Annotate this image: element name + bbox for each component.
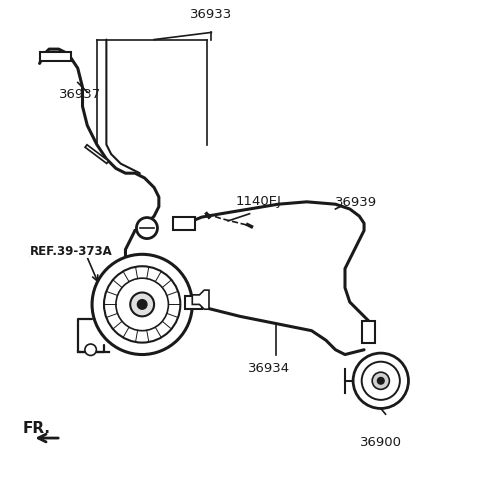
Text: 36900: 36900: [360, 436, 402, 449]
Circle shape: [104, 266, 180, 343]
Bar: [185, 296, 202, 309]
Circle shape: [377, 377, 384, 384]
Text: FR.: FR.: [23, 421, 51, 436]
Text: 36933: 36933: [190, 9, 232, 22]
Circle shape: [85, 344, 96, 356]
Circle shape: [362, 362, 400, 400]
Polygon shape: [192, 290, 209, 309]
Bar: [173, 216, 195, 230]
Text: 1140EJ: 1140EJ: [235, 194, 281, 207]
Circle shape: [353, 353, 408, 408]
Text: 36934: 36934: [248, 362, 290, 375]
Circle shape: [372, 372, 389, 389]
Bar: [362, 321, 375, 343]
Circle shape: [92, 254, 192, 355]
Text: 36937: 36937: [59, 88, 101, 101]
Circle shape: [116, 278, 168, 331]
Text: 36939: 36939: [336, 196, 378, 209]
Circle shape: [137, 300, 147, 309]
Text: REF.39-373A: REF.39-373A: [30, 245, 113, 258]
Bar: [39, 52, 71, 60]
Circle shape: [130, 292, 154, 316]
Circle shape: [136, 217, 157, 239]
